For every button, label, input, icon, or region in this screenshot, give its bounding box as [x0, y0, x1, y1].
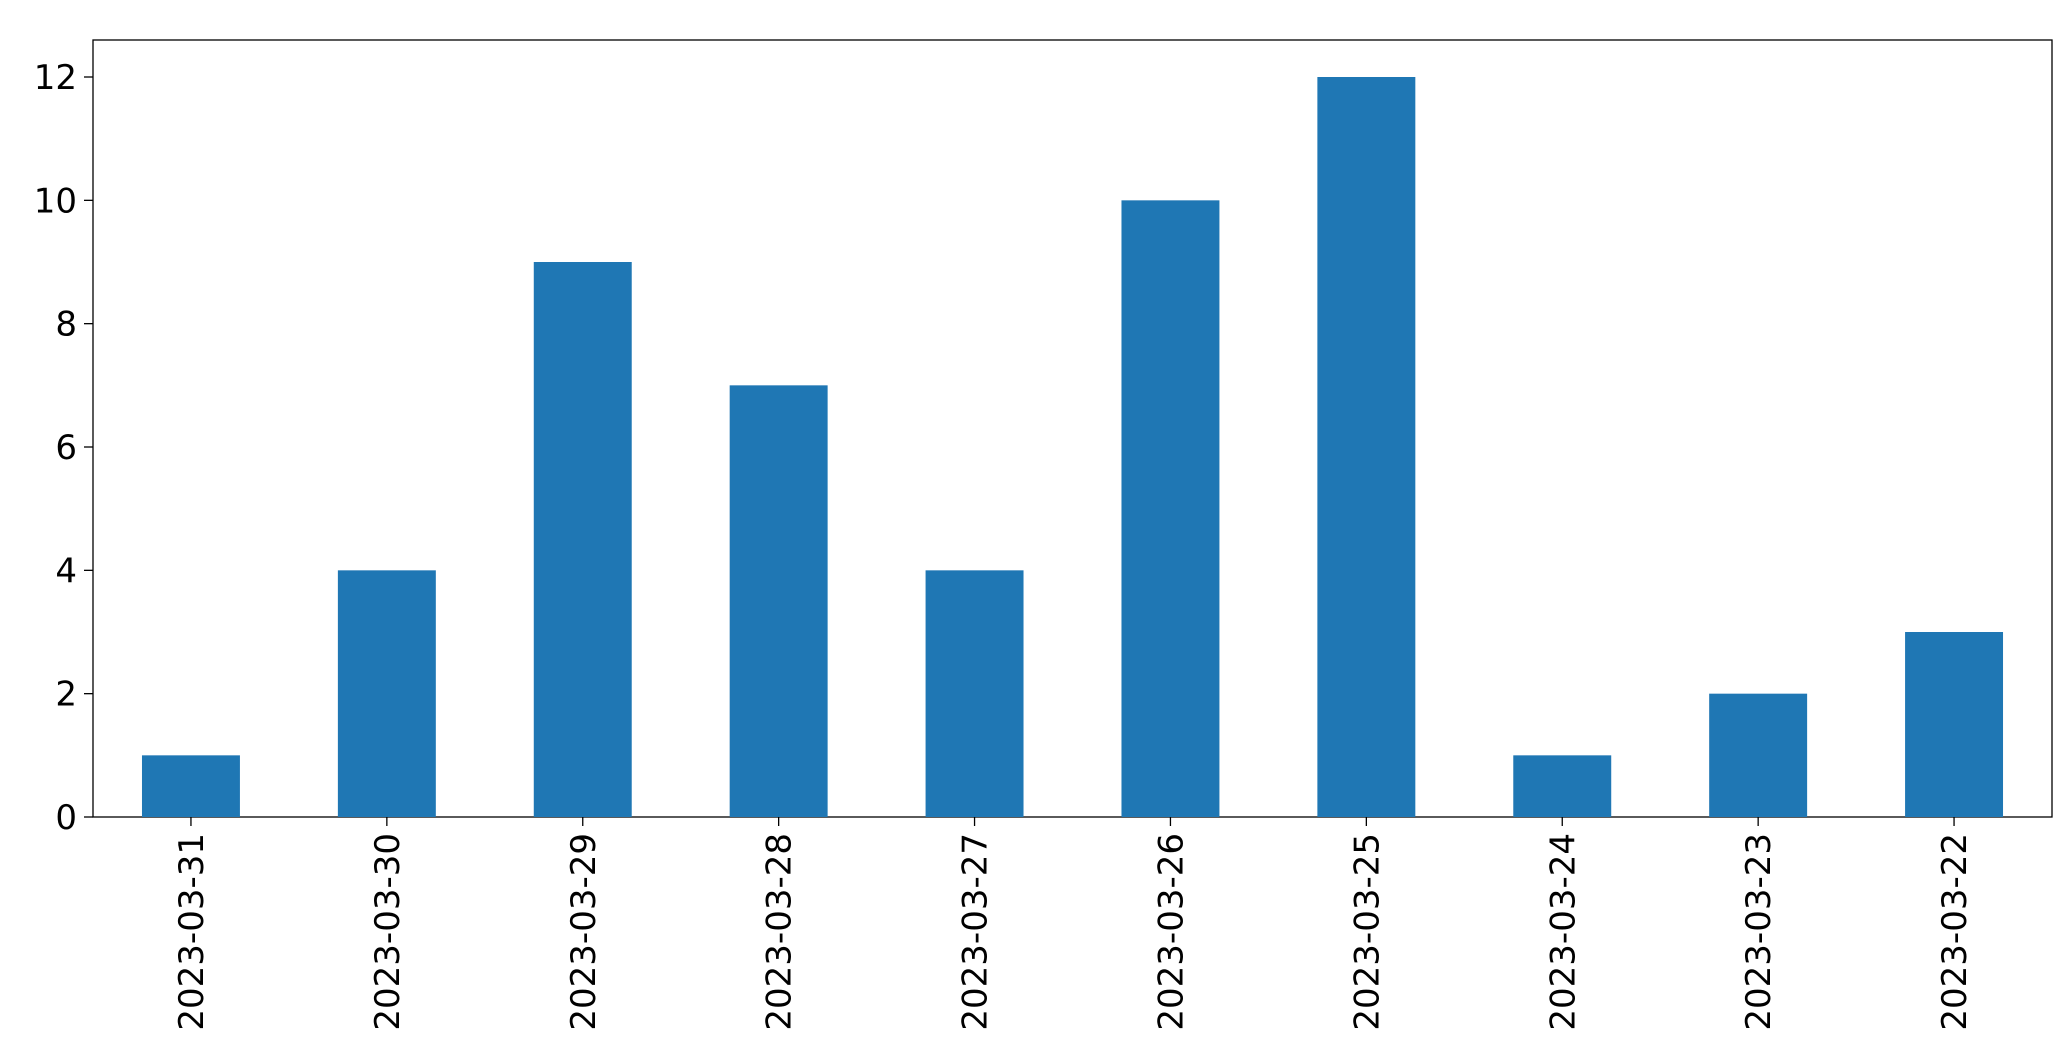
- bar: [1905, 632, 2004, 817]
- bar: [1121, 200, 1220, 818]
- axes-frame: [92, 39, 2053, 818]
- x-tick-label: 2023-03-25: [1347, 833, 1387, 1031]
- y-tick-label: 8: [55, 305, 77, 345]
- x-tick-label: 2023-03-23: [1739, 833, 1779, 1031]
- x-tick-label: 2023-03-24: [1543, 833, 1583, 1031]
- bar: [1513, 755, 1612, 817]
- x-tick-label: 2023-03-30: [368, 833, 408, 1031]
- x-tick-label: 2023-03-22: [1935, 833, 1975, 1031]
- y-tick-label: 12: [34, 58, 77, 98]
- y-tick-label: 2: [55, 675, 77, 715]
- x-tick-label: 2023-03-28: [760, 833, 800, 1031]
- y-tick-label: 10: [34, 181, 77, 221]
- bar: [141, 755, 240, 817]
- x-tick-label: 2023-03-29: [564, 833, 604, 1031]
- x-tick-label: 2023-03-27: [956, 833, 996, 1031]
- y-tick-label: 4: [55, 551, 77, 591]
- y-tick-label: 6: [55, 428, 77, 468]
- x-tick-label: 2023-03-31: [172, 833, 212, 1031]
- bar: [729, 385, 828, 817]
- bar: [1709, 693, 1808, 817]
- bar: [925, 570, 1024, 817]
- y-tick-label: 0: [55, 798, 77, 838]
- bar: [1317, 77, 1416, 817]
- bar: [337, 570, 436, 817]
- bar: [533, 262, 632, 817]
- x-tick-label: 2023-03-26: [1151, 833, 1191, 1031]
